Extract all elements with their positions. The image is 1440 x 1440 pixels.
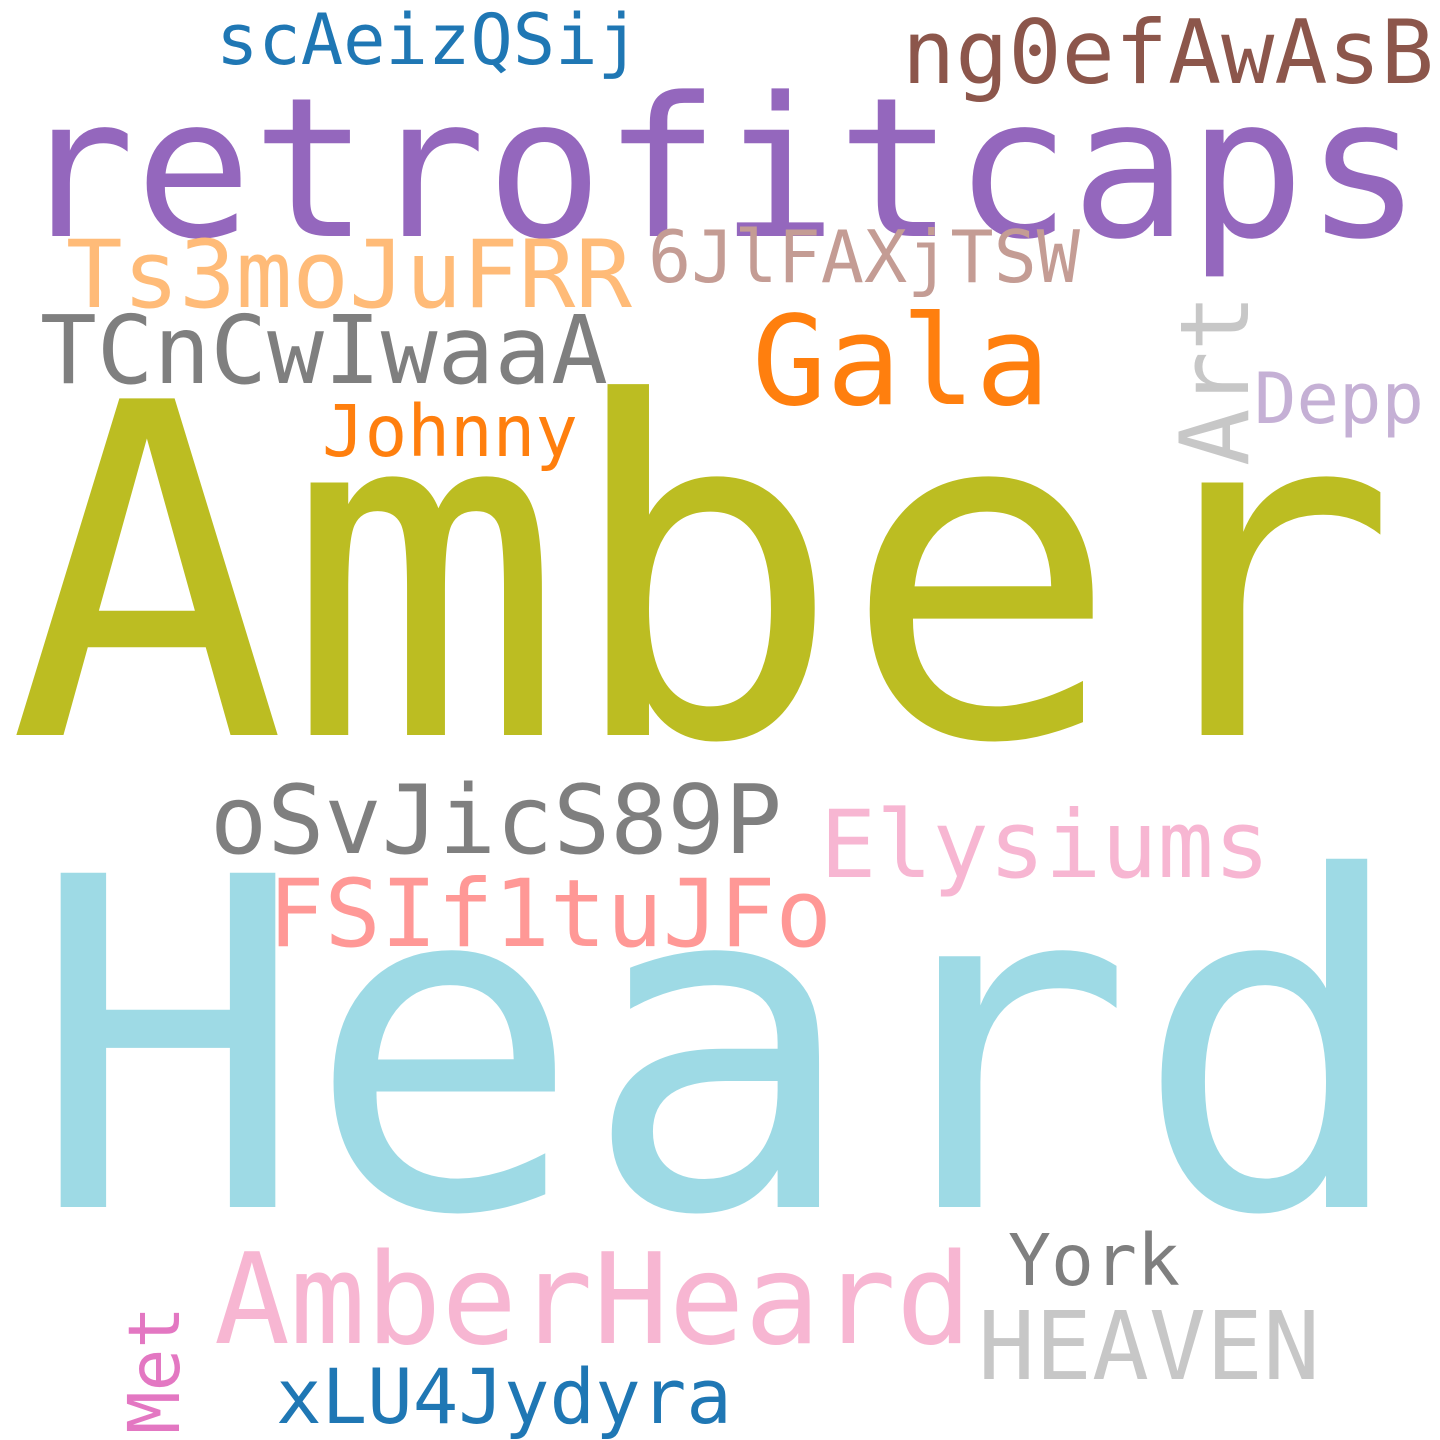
word-scaeizqsij: scAeizQSij [216, 0, 640, 81]
word-tcncwiwaaa: TCnCwIwaaA [40, 295, 608, 406]
word-xlu4jydyra: xLU4Jydyra [276, 1353, 732, 1440]
word-depp: Depp [1254, 356, 1424, 440]
word-amber: Amber [8, 306, 1398, 845]
word-gala: Gala [752, 290, 1050, 435]
word-york: York [1008, 1219, 1180, 1303]
word-osvjics89p: oSvJicS89P [210, 766, 782, 877]
word-elysiums: Elysiums [820, 791, 1270, 901]
word-johnny: Johnny [322, 389, 578, 473]
word-ts3mojufrr: Ts3moJuFRR [66, 220, 632, 330]
word-heard: Heard [30, 781, 1410, 1316]
word-6jlfaxjtsw: 6JlFAXjTSW [648, 215, 1080, 300]
word-amberheard: AmberHeard [214, 1226, 972, 1374]
word-heaven: HEAVEN [978, 1291, 1320, 1402]
word-fsif1tujfo: FSIf1tuJFo [268, 860, 832, 970]
word-met: Met [112, 1306, 196, 1434]
word-ng0efawasb: ng0efAwAsB [902, 0, 1434, 104]
word-retrofitcaps: retrofitcaps [18, 55, 1422, 282]
word-art: Art [1161, 294, 1272, 466]
